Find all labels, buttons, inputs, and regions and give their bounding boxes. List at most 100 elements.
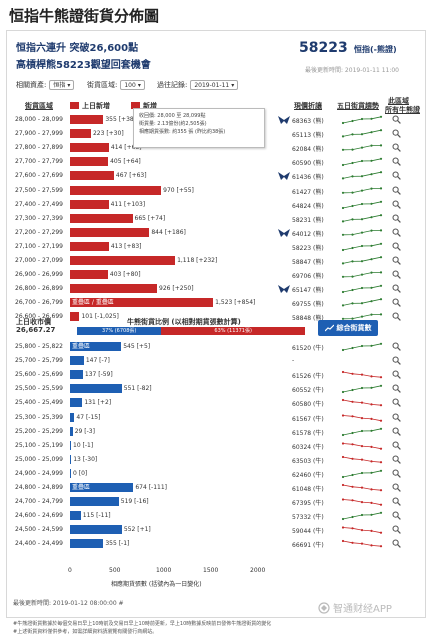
search-icon[interactable] [392,186,401,195]
bar[interactable] [70,398,83,408]
search-icon[interactable] [392,441,401,450]
table-row[interactable]: 27,800 - 27,899 414 [+63] 62084 (熊) [7,141,425,155]
table-row[interactable]: 28,000 - 28,099 355 [+38] 68363 (熊) [7,113,425,127]
table-row[interactable]: 24,600 - 24,699 115 [-11] 57332 (牛) [7,509,425,523]
warrant-code[interactable]: 67395 (牛) [278,495,334,509]
warrant-code[interactable]: 61427 (熊) [278,184,334,198]
bar[interactable] [70,426,73,436]
search-icon[interactable] [392,539,401,549]
search-icon[interactable] [392,115,401,124]
bar[interactable] [70,256,176,265]
bar[interactable] [70,468,71,478]
bar[interactable]: 重疊區 [70,342,122,351]
warrant-code[interactable]: 60590 (熊) [278,155,334,169]
search-icon[interactable] [392,342,401,351]
bar[interactable] [70,199,109,209]
warrant-code[interactable]: 61567 (牛) [278,411,334,425]
search-icon[interactable] [392,256,401,265]
search-icon[interactable] [392,384,401,394]
table-row[interactable]: 25,000 - 25,099 13 [-30] 63503 (牛) [7,453,425,467]
table-row[interactable]: 25,300 - 25,399 47 [-15] 61567 (牛) [7,411,425,425]
history-button[interactable]: 綜合街貨數 [318,320,378,336]
warrant-code[interactable]: 65113 (熊) [278,127,334,141]
table-row[interactable]: 24,900 - 24,999 0 [0] 62460 (牛) [7,467,425,481]
search-icon[interactable] [392,511,401,521]
bar[interactable] [70,356,84,366]
table-row[interactable]: 24,700 - 24,799 519 [-16] 67395 (牛) [7,495,425,509]
warrant-code[interactable]: 58223 (熊) [278,240,334,254]
warrant-code[interactable]: 64824 (熊) [278,198,334,212]
asset-select[interactable]: 恒指 ▾ [49,80,75,90]
table-row[interactable]: 25,400 - 25,499 131 [+2] 60580 (牛) [7,396,425,410]
search-icon[interactable] [392,469,401,478]
table-row[interactable]: 27,300 - 27,399 665 [+74] 58231 (熊) [7,212,425,226]
bar[interactable] [70,115,104,124]
table-row[interactable]: 25,500 - 25,599 551 [-82] 60552 (牛) [7,382,425,396]
table-row[interactable]: 27,200 - 27,299 844 [+186] 64012 (熊) [7,226,425,240]
table-row[interactable]: 27,700 - 27,799 405 [+64] 60590 (熊) [7,155,425,169]
warrant-code[interactable]: 61520 (牛) [278,340,334,354]
bar[interactable]: 重疊區 [70,483,134,492]
warrant-code[interactable]: 65147 (熊) [278,282,334,296]
warrant-code[interactable]: 66691 (牛) [278,537,334,551]
search-icon[interactable] [392,171,401,181]
table-row[interactable]: 27,500 - 27,599 970 [+55] 61427 (熊) [7,184,425,198]
warrant-code[interactable]: 58231 (熊) [278,212,334,226]
warrant-code[interactable]: - [278,354,334,368]
bar[interactable] [70,412,75,422]
bar[interactable] [70,497,119,507]
warrant-code[interactable]: 62084 (熊) [278,141,334,155]
bar[interactable] [70,384,122,394]
warrant-code[interactable]: 64012 (熊) [278,226,334,240]
bar[interactable] [70,539,104,549]
warrant-code[interactable]: 63503 (牛) [278,453,334,467]
bar[interactable] [70,171,114,181]
table-row[interactable]: 25,800 - 25,822 重疊區 545 [+5] 61520 (牛) [7,340,425,354]
bar[interactable] [70,370,83,380]
search-icon[interactable] [392,483,401,492]
warrant-code[interactable]: 60324 (牛) [278,439,334,453]
headline-2[interactable]: 高槓桿熊58223觀望回套機會 [16,60,151,71]
bar[interactable] [70,227,150,237]
table-row[interactable]: 25,700 - 25,799 147 [-7] - [7,354,425,368]
warrant-code[interactable]: 58847 (熊) [278,254,334,268]
bar[interactable] [70,213,133,223]
warrant-code[interactable]: 61578 (牛) [278,425,334,439]
warrant-code[interactable]: 61526 (牛) [278,368,334,382]
bar[interactable] [70,157,109,167]
bar[interactable] [70,511,81,521]
table-row[interactable]: 24,500 - 24,599 552 [+1] 59044 (牛) [7,523,425,537]
search-icon[interactable] [392,200,401,209]
table-row[interactable]: 24,800 - 24,899 重疊區 674 [-111] 61048 (牛) [7,481,425,495]
warrant-code[interactable]: 59044 (牛) [278,523,334,537]
bar[interactable] [70,284,158,294]
warrant-code[interactable]: 60580 (牛) [278,396,334,410]
search-icon[interactable] [392,525,401,535]
warrant-code[interactable]: 61048 (牛) [278,481,334,495]
bar[interactable] [70,525,122,535]
table-row[interactable]: 25,200 - 25,299 29 [-3] 61578 (牛) [7,425,425,439]
search-icon[interactable] [392,398,401,408]
warrant-code[interactable]: 57332 (牛) [278,509,334,523]
bar[interactable] [70,143,109,153]
warrant-code[interactable]: 62460 (牛) [278,467,334,481]
bar[interactable] [70,454,72,464]
bar[interactable] [70,270,108,280]
search-icon[interactable] [392,356,401,365]
bar[interactable]: 重疊區 / 重疊區 [70,298,214,308]
search-icon[interactable] [392,270,401,279]
range-select[interactable]: 100 ▾ [120,80,145,90]
table-row[interactable]: 27,900 - 27,999 223 [+30] 65113 (熊) [7,127,425,141]
table-row[interactable]: 26,600 - 26,699 101 [-1,025] 58848 (熊) [7,310,425,324]
table-row[interactable]: 26,900 - 26,999 403 [+80] 69706 (熊) [7,268,425,282]
table-row[interactable]: 27,100 - 27,199 413 [+83] 58223 (熊) [7,240,425,254]
search-icon[interactable] [392,214,401,223]
bar[interactable] [70,129,91,139]
search-icon[interactable] [392,427,401,436]
search-icon[interactable] [392,242,401,251]
table-row[interactable]: 26,800 - 26,899 926 [+250] 65147 (熊) [7,282,425,296]
table-row[interactable]: 26,700 - 26,799 重疊區 / 重疊區 1,523 [+854] 6975… [7,296,425,310]
bar[interactable] [70,440,71,450]
warrant-code[interactable]: 58848 (熊) [278,310,334,324]
warrant-code[interactable]: 68363 (熊) [278,113,334,127]
